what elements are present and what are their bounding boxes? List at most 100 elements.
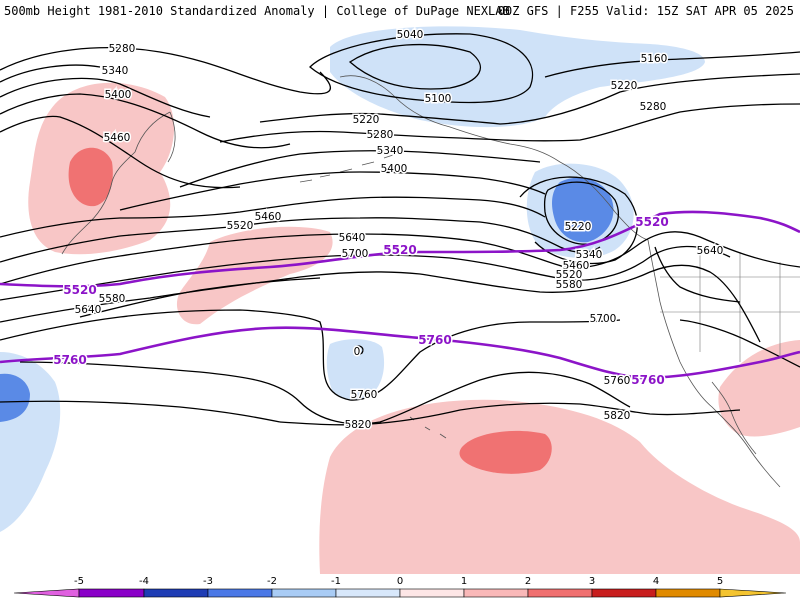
contour-label: 0 xyxy=(354,346,361,358)
contour-label: 5640 xyxy=(697,245,724,257)
contour-label: 5400 xyxy=(105,89,132,101)
contour-label: 5580 xyxy=(556,279,583,291)
colorbar-tick: -1 xyxy=(331,576,341,587)
purple-contour-label: 5760 xyxy=(53,353,86,367)
anomaly-shading xyxy=(0,26,800,574)
contour-labels: 5280 5340 5400 5460 5040 5100 5160 5220 … xyxy=(73,28,725,433)
contour-line xyxy=(309,33,534,104)
anomaly-colorbar: -5 -4 -3 -2 -1 0 1 2 3 4 5 xyxy=(0,574,800,600)
contour-line xyxy=(0,217,601,263)
colorbar-swatch xyxy=(463,588,529,598)
negative-anomaly-area xyxy=(326,339,385,401)
contour-label: 5460 xyxy=(563,260,590,272)
contour-label: 5280 xyxy=(109,43,136,55)
kamchatka-coastline xyxy=(167,111,176,163)
colorbar-swatch xyxy=(207,588,273,598)
strong-negative-anomaly xyxy=(552,177,614,243)
contour-label: 5820 xyxy=(604,410,631,422)
purple-contour-label: 5520 xyxy=(383,243,416,257)
contour-label: 5700 xyxy=(342,248,369,260)
contour-label: 5220 xyxy=(565,221,592,233)
state-borders xyxy=(660,252,800,362)
contour-line xyxy=(353,345,364,355)
asia-coastline xyxy=(61,111,171,255)
north-america-coast xyxy=(647,239,781,488)
positive-anomaly-area xyxy=(718,340,800,437)
contour-line xyxy=(348,43,482,90)
contour-label: 5640 xyxy=(75,304,102,316)
purple-contour-labels: 5520 5520 5520 5760 5760 5760 xyxy=(52,214,670,389)
colorbar-swatch xyxy=(78,588,145,598)
colorbar-swatch xyxy=(335,588,401,598)
contour-line xyxy=(219,103,800,143)
contour-label: 5100 xyxy=(425,93,452,105)
contour-line xyxy=(0,400,281,423)
colorbar-swatch xyxy=(13,588,80,598)
contour-line xyxy=(0,245,731,301)
positive-anomaly-area xyxy=(176,226,333,325)
model-valid-time: 00Z GFS | F255 Valid: 15Z SAT APR 05 202… xyxy=(497,4,794,18)
contour-line xyxy=(544,51,800,78)
colorbar-tick: 4 xyxy=(653,576,659,587)
purple-contour-label: 5520 xyxy=(635,215,668,229)
contour-label: 5340 xyxy=(576,249,603,261)
contour-label: 5520 xyxy=(556,269,583,281)
contour-label: 5220 xyxy=(353,114,380,126)
colorbar-swatch xyxy=(591,588,657,598)
map-title: 500mb Height 1981-2010 Standardized Anom… xyxy=(4,4,510,18)
purple-5520-contour xyxy=(0,210,800,288)
contour-line xyxy=(0,93,291,149)
colorbar-tick: 0 xyxy=(397,576,403,587)
colorbar-tick: -2 xyxy=(267,576,277,587)
contour-line xyxy=(0,309,621,401)
contour-label: 5580 xyxy=(99,293,126,305)
colorbar-swatches xyxy=(13,588,787,598)
contour-label: 5820 xyxy=(345,419,372,431)
purple-contour-label: 5520 xyxy=(63,283,96,297)
colorbar-tick: 2 xyxy=(525,576,531,587)
contour-line xyxy=(519,176,638,265)
contour-label: 5280 xyxy=(640,101,667,113)
contour-label: 5280 xyxy=(367,129,394,141)
mexico-coast xyxy=(711,381,757,455)
strong-positive-anomaly xyxy=(68,147,113,207)
colorbar-tick: -5 xyxy=(74,576,84,587)
colorbar-swatch xyxy=(143,588,209,598)
contour-line xyxy=(0,64,101,83)
height-contours xyxy=(0,33,800,426)
colorbar-tick: -4 xyxy=(139,576,149,587)
contour-line xyxy=(654,246,741,303)
colorbar-tick: -3 xyxy=(203,576,213,587)
contour-line xyxy=(279,402,741,426)
contour-line xyxy=(0,231,800,285)
colorbar-tick: 5 xyxy=(717,576,723,587)
contour-line xyxy=(679,319,800,368)
contour-line xyxy=(259,73,800,125)
contour-line xyxy=(0,115,241,189)
contour-line xyxy=(79,277,321,318)
anomaly-map: 5280 5340 5400 5460 5040 5100 5160 5220 … xyxy=(0,26,800,574)
contour-line xyxy=(119,171,546,211)
contour-label: 5520 xyxy=(227,220,254,232)
contour-label: 5340 xyxy=(102,65,129,77)
contour-label: 5700 xyxy=(590,313,617,325)
contour-label: 5640 xyxy=(339,232,366,244)
purple-contour-label: 5760 xyxy=(631,373,664,387)
contour-label: 5460 xyxy=(104,132,131,144)
contour-line xyxy=(0,77,211,118)
purple-contour-label: 5760 xyxy=(418,333,451,347)
colorbar-swatch xyxy=(527,588,593,598)
contour-label: 5460 xyxy=(255,211,282,223)
colorbar-swatch xyxy=(399,588,465,598)
purple-5760-contour xyxy=(0,326,800,380)
colorbar-swatch xyxy=(719,588,787,598)
aleutian-islands xyxy=(299,153,397,183)
strong-positive-anomaly xyxy=(459,430,552,474)
purple-contours xyxy=(0,210,800,380)
map-header: 500mb Height 1981-2010 Standardized Anom… xyxy=(0,0,800,22)
colorbar-ticks: -5 -4 -3 -2 -1 0 1 2 3 4 5 xyxy=(74,576,723,587)
negative-anomaly-area xyxy=(330,26,705,128)
colorbar-tick: 3 xyxy=(589,576,595,587)
strong-negative-anomaly xyxy=(0,373,30,422)
contour-line xyxy=(19,361,631,425)
